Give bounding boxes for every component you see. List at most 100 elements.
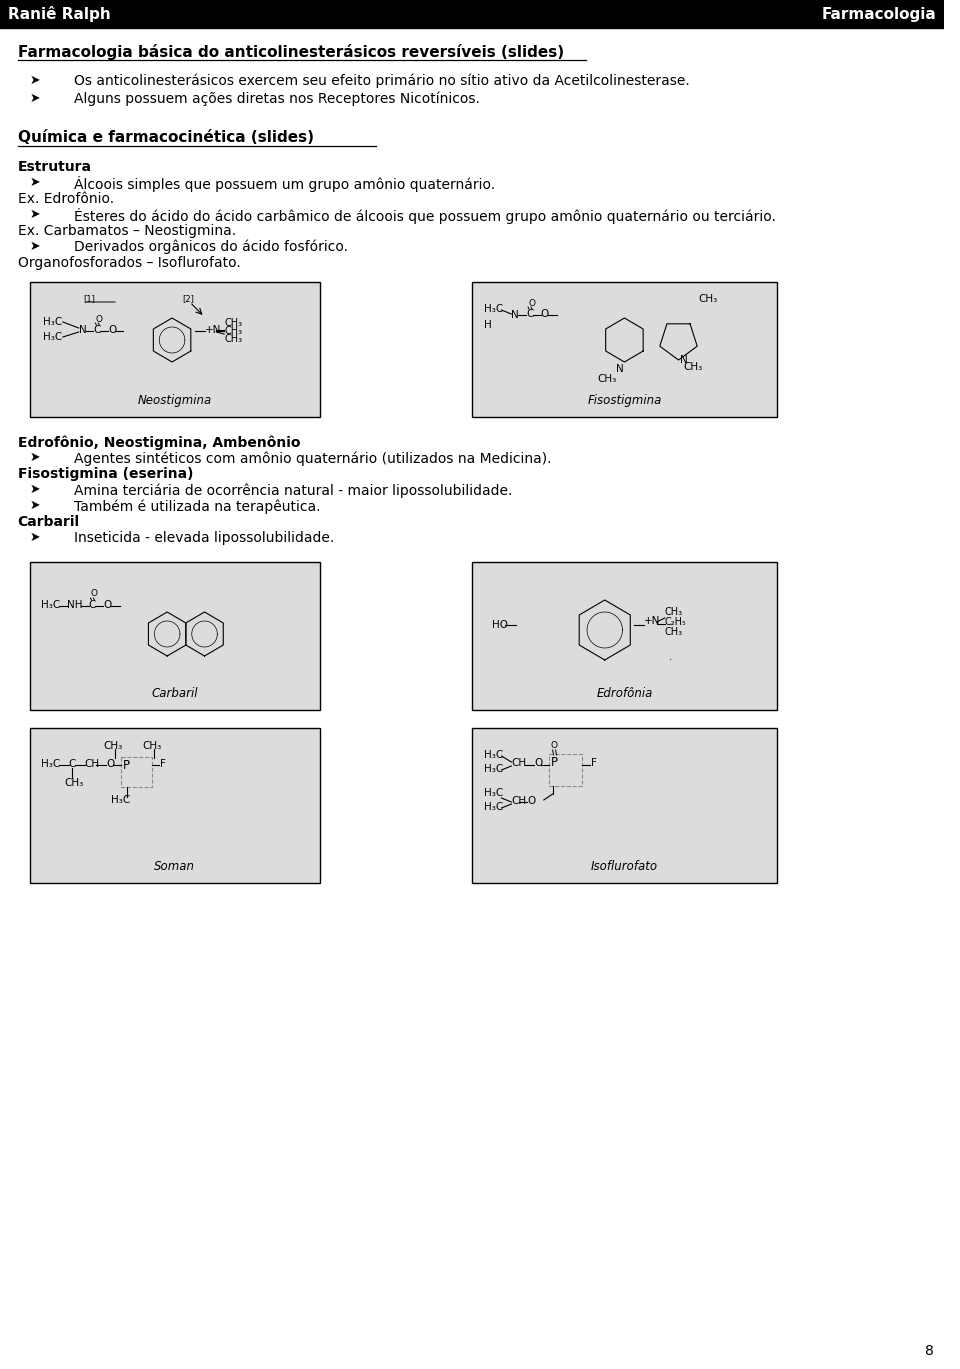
- Text: F: F: [591, 758, 597, 768]
- Text: O: O: [104, 600, 111, 611]
- Text: H: H: [484, 320, 492, 330]
- Text: CH: CH: [512, 795, 526, 806]
- Bar: [472, 563, 777, 711]
- Text: Carbaril: Carbaril: [17, 515, 80, 528]
- Bar: [30, 282, 320, 418]
- Text: CH₃: CH₃: [225, 318, 242, 329]
- Text: Inseticida - elevada lipossolubilidade.: Inseticida - elevada lipossolubilidade.: [74, 531, 334, 545]
- Text: [2]: [2]: [181, 294, 194, 303]
- Bar: [472, 728, 777, 883]
- Text: N: N: [79, 324, 86, 335]
- Text: Também é utilizada na terapêutica.: Também é utilizada na terapêutica.: [74, 498, 321, 513]
- Text: O: O: [527, 795, 536, 806]
- Text: C₂H₅: C₂H₅: [664, 617, 686, 627]
- Text: 8: 8: [925, 1344, 934, 1358]
- Text: P: P: [123, 758, 130, 772]
- Text: Derivados orgânicos do ácido fosfórico.: Derivados orgânicos do ácido fosfórico.: [74, 240, 348, 255]
- Text: CH₃: CH₃: [225, 334, 242, 344]
- Text: Alguns possuem ações diretas nos Receptores Nicotínicos.: Alguns possuem ações diretas nos Recepto…: [74, 92, 480, 107]
- Bar: [472, 282, 777, 418]
- Text: Ex. Carbamatos – Neostigmina.: Ex. Carbamatos – Neostigmina.: [17, 225, 236, 238]
- Text: O: O: [95, 315, 103, 324]
- Text: Edrofônia: Edrofônia: [596, 687, 653, 700]
- Text: H₃C: H₃C: [484, 764, 503, 773]
- Text: ➤: ➤: [30, 74, 40, 88]
- Text: ➤: ➤: [30, 208, 40, 220]
- Text: N: N: [615, 364, 623, 374]
- Text: H₃C: H₃C: [484, 304, 503, 314]
- Text: NH: NH: [67, 600, 83, 611]
- Text: CH₃: CH₃: [664, 606, 683, 617]
- Text: ➤: ➤: [30, 92, 40, 105]
- Text: +N: +N: [204, 324, 221, 335]
- Text: F: F: [160, 758, 166, 769]
- Text: Soman: Soman: [154, 860, 195, 873]
- Text: Fisostigmina: Fisostigmina: [588, 394, 661, 407]
- Text: Ésteres do ácido do ácido carbâmico de álcoois que possuem grupo amônio quaterná: Ésteres do ácido do ácido carbâmico de á…: [74, 208, 776, 225]
- Text: CH: CH: [512, 758, 526, 768]
- Text: ➤: ➤: [30, 483, 40, 496]
- Text: ➤: ➤: [30, 498, 40, 512]
- Text: CH₃: CH₃: [104, 741, 123, 752]
- Text: CH: CH: [84, 758, 100, 769]
- Text: CH₃: CH₃: [684, 361, 703, 372]
- Text: CH₃: CH₃: [64, 778, 84, 789]
- Text: Farmacologia básica do anticolinesterásicos reversíveis (slides): Farmacologia básica do anticolinesterási…: [17, 44, 564, 60]
- Text: Os anticolinesterásicos exercem seu efeito primário no sítio ativo da Acetilcoli: Os anticolinesterásicos exercem seu efei…: [74, 74, 689, 89]
- Text: C: C: [69, 758, 76, 769]
- Text: N: N: [512, 309, 519, 320]
- Text: Raniê Ralph: Raniê Ralph: [8, 5, 110, 22]
- Text: Estrutura: Estrutura: [17, 160, 92, 174]
- Text: CH₃: CH₃: [698, 294, 717, 304]
- Bar: [0, 0, 944, 27]
- Text: C: C: [88, 600, 96, 611]
- Text: H₃C: H₃C: [41, 758, 60, 769]
- Bar: [30, 728, 320, 883]
- Text: +N: +N: [644, 616, 660, 626]
- Text: C: C: [93, 324, 101, 335]
- Text: P: P: [551, 756, 558, 769]
- Text: H₃C: H₃C: [43, 333, 62, 342]
- Bar: [30, 563, 320, 711]
- Text: H₃C: H₃C: [43, 318, 62, 327]
- Text: ➤: ➤: [30, 177, 40, 189]
- Text: CH₃: CH₃: [664, 627, 683, 637]
- Text: C: C: [526, 309, 534, 319]
- Text: H₃C: H₃C: [484, 789, 503, 798]
- Text: ➤: ➤: [30, 450, 40, 464]
- Text: Carbaril: Carbaril: [152, 687, 198, 700]
- Text: .: .: [669, 652, 672, 663]
- Text: H₃C: H₃C: [41, 600, 60, 611]
- Text: ➤: ➤: [30, 531, 40, 543]
- Text: Farmacologia: Farmacologia: [822, 7, 936, 22]
- Text: CH₃: CH₃: [143, 741, 162, 752]
- Text: Neostigmina: Neostigmina: [137, 394, 211, 407]
- Text: O: O: [528, 298, 535, 308]
- Text: Agentes sintéticos com amônio quaternário (utilizados na Medicina).: Agentes sintéticos com amônio quaternári…: [74, 450, 551, 465]
- Text: O: O: [90, 589, 98, 598]
- Text: CH₃: CH₃: [225, 326, 242, 335]
- Text: O: O: [108, 324, 116, 335]
- Text: N: N: [680, 355, 687, 366]
- Text: Álcoois simples que possuem um grupo amônio quaternário.: Álcoois simples que possuem um grupo amô…: [74, 177, 494, 192]
- Text: CH₃: CH₃: [597, 374, 616, 383]
- Text: Organofosforados – Isoflurofato.: Organofosforados – Isoflurofato.: [17, 256, 240, 270]
- Text: Isoflurofato: Isoflurofato: [590, 860, 658, 873]
- Text: Química e farmacocinética (slides): Química e farmacocinética (slides): [17, 130, 314, 145]
- Text: H₃C: H₃C: [484, 750, 503, 760]
- Text: Amina terciária de ocorrência natural - maior lipossolubilidade.: Amina terciária de ocorrência natural - …: [74, 483, 512, 497]
- Text: H₃C: H₃C: [111, 795, 131, 805]
- Text: [1]: [1]: [84, 294, 95, 303]
- Bar: [549, 754, 582, 786]
- Text: Ex. Edrofônio.: Ex. Edrofônio.: [17, 192, 114, 205]
- Text: O: O: [534, 758, 542, 768]
- Text: O: O: [551, 741, 558, 750]
- Text: O: O: [540, 309, 549, 319]
- Bar: [121, 757, 153, 787]
- Text: O: O: [107, 758, 114, 769]
- Text: H₃C: H₃C: [484, 802, 503, 812]
- Text: Edrofônio, Neostigmina, Ambenônio: Edrofônio, Neostigmina, Ambenônio: [17, 435, 300, 449]
- Text: Fisostigmina (eserina): Fisostigmina (eserina): [17, 467, 193, 481]
- Text: HO: HO: [492, 620, 508, 630]
- Text: ➤: ➤: [30, 240, 40, 253]
